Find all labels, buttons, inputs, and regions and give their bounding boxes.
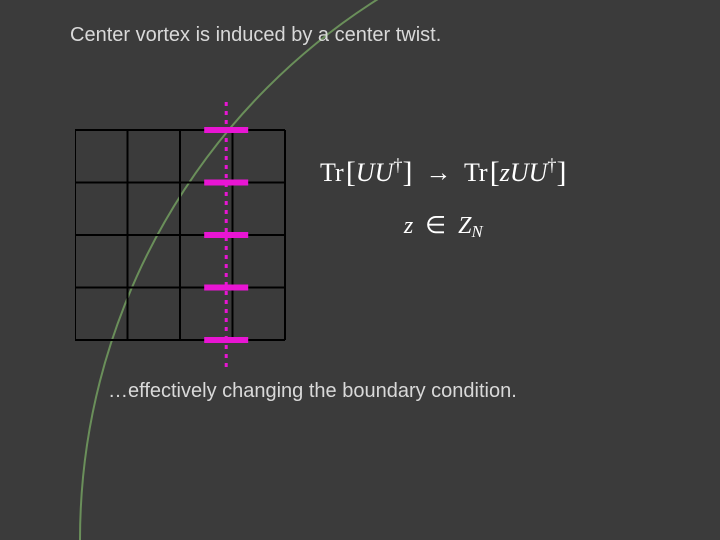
lattice-svg (75, 100, 345, 390)
formula-tr-2: Tr (464, 158, 488, 187)
formula-U-1: U (356, 158, 375, 187)
formula-N: N (471, 222, 482, 241)
formula-rbrack-2: ] (557, 156, 567, 189)
formula-arrow: → (425, 158, 451, 187)
heading-text: Center vortex is induced by a center twi… (70, 24, 441, 47)
formula-lbrack-1: [ (346, 156, 356, 189)
formula-U-4: U (529, 158, 548, 187)
sub-text: …effectively changing the boundary condi… (108, 380, 517, 403)
formula-rbrack-1: ] (402, 156, 412, 189)
formula-dagger-2: † (547, 155, 556, 175)
slide-root: Center vortex is induced by a center twi… (0, 0, 720, 540)
formula-Z: Z (458, 213, 471, 239)
formula-lbrack-2: [ (490, 156, 500, 189)
formula-z-2: z (404, 213, 413, 239)
formula-U-3: U (510, 158, 529, 187)
formula-tr-1: Tr (320, 158, 344, 187)
formula-line-1: Tr [UU†] → Tr [zUU†] (320, 155, 566, 189)
formula-in: ∈ (425, 213, 446, 239)
lattice-diagram (75, 100, 345, 390)
formula-z: z (500, 158, 510, 187)
content-layer: Center vortex is induced by a center twi… (0, 0, 720, 540)
formula-U-2: U (375, 158, 394, 187)
formula-block: Tr [UU†] → Tr [zUU†] z ∈ ZN (320, 155, 566, 242)
formula-line-2: z ∈ ZN (320, 211, 566, 242)
